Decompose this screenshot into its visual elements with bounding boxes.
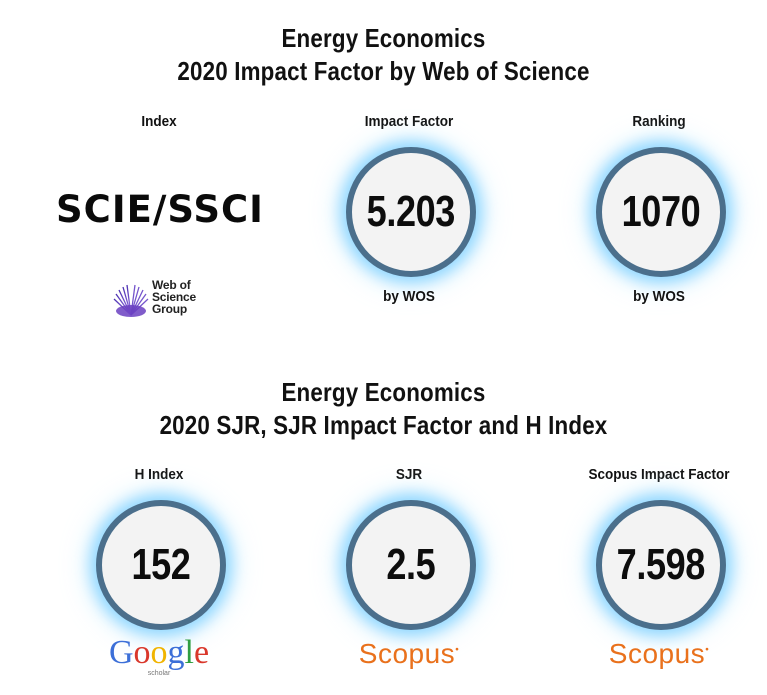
scopus-impact-factor-value: 7.598: [616, 540, 706, 589]
wos-burst-icon: [113, 284, 149, 317]
wos-logo-line1: Web of: [152, 278, 191, 292]
scopus-impact-factor-label: Scopus Impact Factor: [588, 466, 730, 483]
ranking-source: by WOS: [633, 288, 685, 305]
section2-title-line1: Energy Economics: [281, 377, 486, 407]
h-index-circle: 152: [96, 500, 226, 630]
impact-factor-source: by WOS: [383, 288, 435, 305]
web-of-science-logo: Web of Science Group: [112, 279, 212, 319]
ranking-value: 1070: [621, 187, 701, 236]
scopus-logo: Scopus•: [358, 638, 460, 669]
impact-factor-circle: 5.203: [346, 147, 476, 277]
sjr-label: SJR: [395, 466, 423, 483]
google-scholar-logo: Google: [108, 634, 210, 671]
index-label: Index: [141, 113, 177, 130]
section1-title-line2: 2020 Impact Factor by Web of Science: [177, 56, 590, 86]
ranking-label: Ranking: [632, 113, 686, 130]
sjr-value: 2.5: [386, 540, 436, 589]
wos-logo-line2: Science: [152, 290, 196, 304]
sjr-circle: 2.5: [346, 500, 476, 630]
scopus-impact-factor-circle: 7.598: [596, 500, 726, 630]
impact-factor-label: Impact Factor: [364, 113, 454, 130]
ranking-circle: 1070: [596, 147, 726, 277]
h-index-value: 152: [131, 540, 191, 589]
google-scholar-sub: scholar: [147, 670, 171, 677]
impact-factor-value: 5.203: [366, 187, 456, 236]
section2-title-line2: 2020 SJR, SJR Impact Factor and H Index: [159, 410, 608, 440]
section1-title-line1: Energy Economics: [281, 23, 486, 53]
index-value: SCIE/SSCI: [56, 188, 264, 231]
h-index-label: H Index: [134, 466, 184, 483]
wos-logo-line3: Group: [152, 302, 187, 316]
scopus-logo-2: Scopus•: [608, 638, 710, 669]
